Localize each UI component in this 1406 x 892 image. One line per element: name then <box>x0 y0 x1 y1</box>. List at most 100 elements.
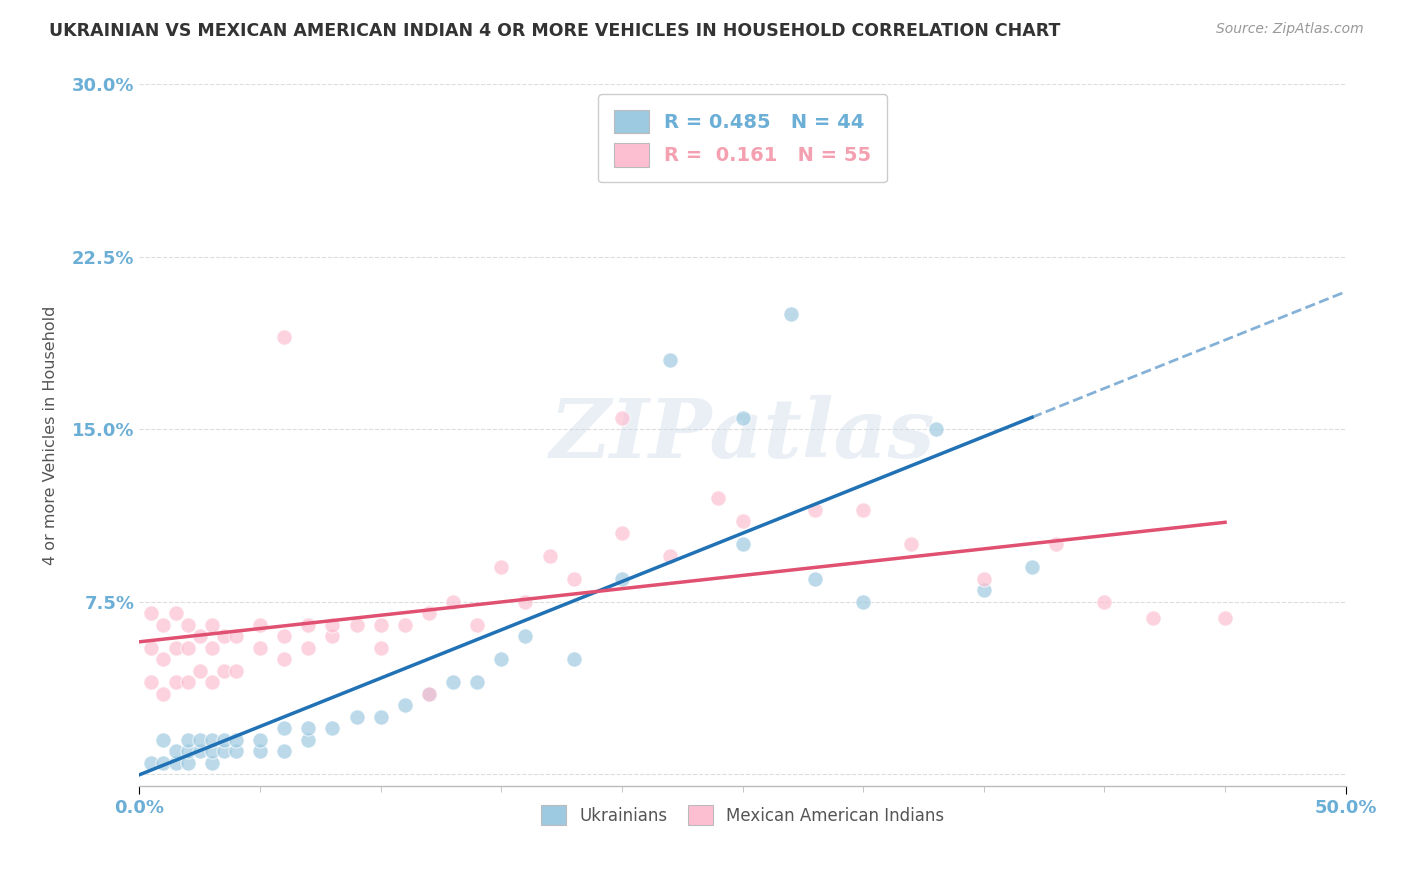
Point <box>562 652 585 666</box>
Point <box>176 756 198 770</box>
Point <box>188 629 211 643</box>
Point <box>152 732 174 747</box>
Text: Source: ZipAtlas.com: Source: ZipAtlas.com <box>1216 22 1364 37</box>
Point <box>465 675 488 690</box>
Point <box>779 307 801 321</box>
Point <box>273 629 295 643</box>
Point <box>731 537 754 551</box>
Point <box>201 732 224 747</box>
Point <box>225 629 247 643</box>
Point <box>141 607 163 621</box>
Point <box>515 629 537 643</box>
Text: ZIPatlas: ZIPatlas <box>550 395 935 475</box>
Point <box>249 617 271 632</box>
Point <box>491 652 513 666</box>
Point <box>441 675 464 690</box>
Point <box>165 607 187 621</box>
Point <box>165 640 187 655</box>
Point <box>152 652 174 666</box>
Point <box>141 640 163 655</box>
Point <box>188 664 211 678</box>
Point <box>152 687 174 701</box>
Point <box>225 744 247 758</box>
Point <box>176 732 198 747</box>
Legend: Ukrainians, Mexican American Indians: Ukrainians, Mexican American Indians <box>533 797 952 833</box>
Point <box>418 607 440 621</box>
Point <box>418 687 440 701</box>
Point <box>610 410 633 425</box>
Point <box>188 732 211 747</box>
Point <box>346 617 368 632</box>
Point <box>212 732 235 747</box>
Point <box>465 617 488 632</box>
Point <box>176 640 198 655</box>
Point <box>201 640 224 655</box>
Point <box>610 525 633 540</box>
Point <box>900 537 922 551</box>
Point <box>394 617 416 632</box>
Point <box>1142 611 1164 625</box>
Point <box>201 617 224 632</box>
Point <box>141 756 163 770</box>
Point <box>394 698 416 713</box>
Point <box>370 617 392 632</box>
Point <box>212 744 235 758</box>
Point <box>152 617 174 632</box>
Point <box>731 410 754 425</box>
Point <box>176 617 198 632</box>
Point <box>297 732 319 747</box>
Point <box>1021 560 1043 574</box>
Point <box>297 640 319 655</box>
Point <box>212 664 235 678</box>
Point <box>152 756 174 770</box>
Point <box>924 422 946 436</box>
Point <box>165 756 187 770</box>
Point <box>321 617 343 632</box>
Point <box>707 491 730 506</box>
Point <box>1045 537 1067 551</box>
Point <box>273 744 295 758</box>
Point <box>852 595 875 609</box>
Point <box>249 732 271 747</box>
Point <box>441 595 464 609</box>
Point <box>297 617 319 632</box>
Point <box>852 503 875 517</box>
Point <box>321 629 343 643</box>
Point <box>225 664 247 678</box>
Point <box>538 549 561 563</box>
Point <box>176 744 198 758</box>
Point <box>610 146 633 161</box>
Point <box>176 675 198 690</box>
Point <box>188 744 211 758</box>
Point <box>973 572 995 586</box>
Point <box>973 583 995 598</box>
Point <box>201 675 224 690</box>
Point <box>418 687 440 701</box>
Point <box>731 514 754 528</box>
Point <box>659 549 682 563</box>
Point <box>201 744 224 758</box>
Point <box>804 572 827 586</box>
Point <box>273 652 295 666</box>
Point <box>225 732 247 747</box>
Point <box>249 744 271 758</box>
Point <box>659 353 682 368</box>
Y-axis label: 4 or more Vehicles in Household: 4 or more Vehicles in Household <box>44 305 58 565</box>
Point <box>491 560 513 574</box>
Point <box>201 756 224 770</box>
Point <box>249 640 271 655</box>
Point <box>1213 611 1236 625</box>
Point <box>297 721 319 735</box>
Point <box>321 721 343 735</box>
Point <box>515 595 537 609</box>
Point <box>273 330 295 344</box>
Point <box>346 710 368 724</box>
Point <box>610 572 633 586</box>
Point <box>212 629 235 643</box>
Point <box>165 744 187 758</box>
Point <box>273 721 295 735</box>
Point <box>165 675 187 690</box>
Point <box>370 710 392 724</box>
Point <box>141 675 163 690</box>
Point <box>804 503 827 517</box>
